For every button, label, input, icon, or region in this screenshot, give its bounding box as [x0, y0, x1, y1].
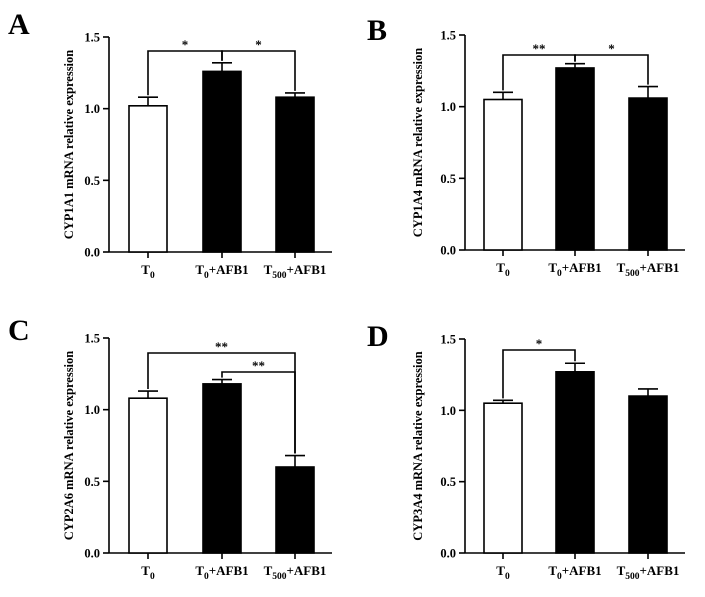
chart-panel-d: D CYP3A4 mRNA relative expression 0.0 0.5 1.… [367, 320, 685, 582]
panel-letter: B [367, 14, 387, 47]
y-tick-label: 0.5 [440, 172, 456, 186]
y-tick-label: 1.0 [84, 102, 100, 116]
panel-letter: C [8, 314, 30, 347]
bar [555, 67, 595, 251]
y-axis-label: CYP1A4 mRNA relative expression [411, 48, 425, 237]
panel-letter: A [8, 8, 30, 41]
y-tick-label: 1.0 [440, 100, 456, 114]
x-tick-label: T500+AFB1 [617, 260, 680, 279]
y-tick-label: 1.5 [440, 333, 456, 347]
x-tick-label: T0 [496, 563, 510, 582]
bar [128, 397, 168, 554]
significance-bracket [221, 50, 296, 91]
significance-label: * [182, 37, 189, 52]
significance-label: ** [252, 358, 265, 373]
significance-label: * [255, 37, 262, 52]
y-tick-label: 0.0 [440, 244, 456, 258]
bar [202, 70, 242, 253]
bar [128, 105, 168, 253]
chart-panel-b: B CYP1A4 mRNA relative expression 0.0 0.5 1.… [367, 14, 685, 279]
bar [483, 402, 523, 554]
x-tick-label: T0+AFB1 [195, 563, 248, 582]
y-tick-label: 1.0 [440, 404, 456, 418]
chart-panel-c: C CYP2A6 mRNA relative expression 0.0 0.5 1.… [8, 314, 332, 582]
significance-label: ** [533, 41, 546, 56]
significance-label: ** [215, 339, 228, 354]
y-axis-label: CYP1A1 mRNA relative expression [62, 50, 76, 239]
y-tick-label: 0.5 [440, 475, 456, 489]
x-tick-label: T0 [496, 260, 510, 279]
bar [483, 98, 523, 251]
y-tick-label: 0.0 [440, 547, 456, 561]
x-tick-label: T0 [141, 262, 155, 281]
x-tick-label: T500+AFB1 [264, 262, 327, 281]
y-tick-label: 1.5 [440, 29, 456, 43]
chart-panel-a: A CYP1A1 mRNA relative expression 0.0 0.5 1.… [8, 8, 332, 281]
y-tick-label: 0.5 [84, 475, 100, 489]
bar [275, 96, 315, 253]
x-tick-label: T0+AFB1 [195, 262, 248, 281]
y-tick-label: 1.0 [84, 403, 100, 417]
y-axis-label: CYP2A6 mRNA relative expression [62, 351, 76, 540]
x-tick-label: T500+AFB1 [617, 563, 680, 582]
bar [555, 371, 595, 554]
panel-letter: D [367, 320, 389, 353]
x-tick-label: T0+AFB1 [548, 260, 601, 279]
x-tick-label: T500+AFB1 [264, 563, 327, 582]
x-tick-label: T0+AFB1 [548, 563, 601, 582]
bar [628, 97, 668, 251]
significance-bracket [574, 54, 649, 85]
bar [628, 395, 668, 554]
x-tick-label: T0 [141, 563, 155, 582]
significance-bracket [502, 349, 576, 399]
y-tick-label: 1.5 [84, 31, 100, 45]
y-tick-label: 0.5 [84, 174, 100, 188]
y-tick-label: 0.0 [84, 246, 100, 260]
significance-label: * [536, 336, 543, 351]
y-axis-label: CYP3A4 mRNA relative expression [411, 351, 425, 540]
bar [275, 466, 315, 554]
y-tick-label: 0.0 [84, 547, 100, 561]
y-tick-label: 1.5 [84, 332, 100, 346]
significance-label: * [608, 41, 615, 56]
significance-bracket [221, 371, 296, 454]
bar [202, 383, 242, 554]
